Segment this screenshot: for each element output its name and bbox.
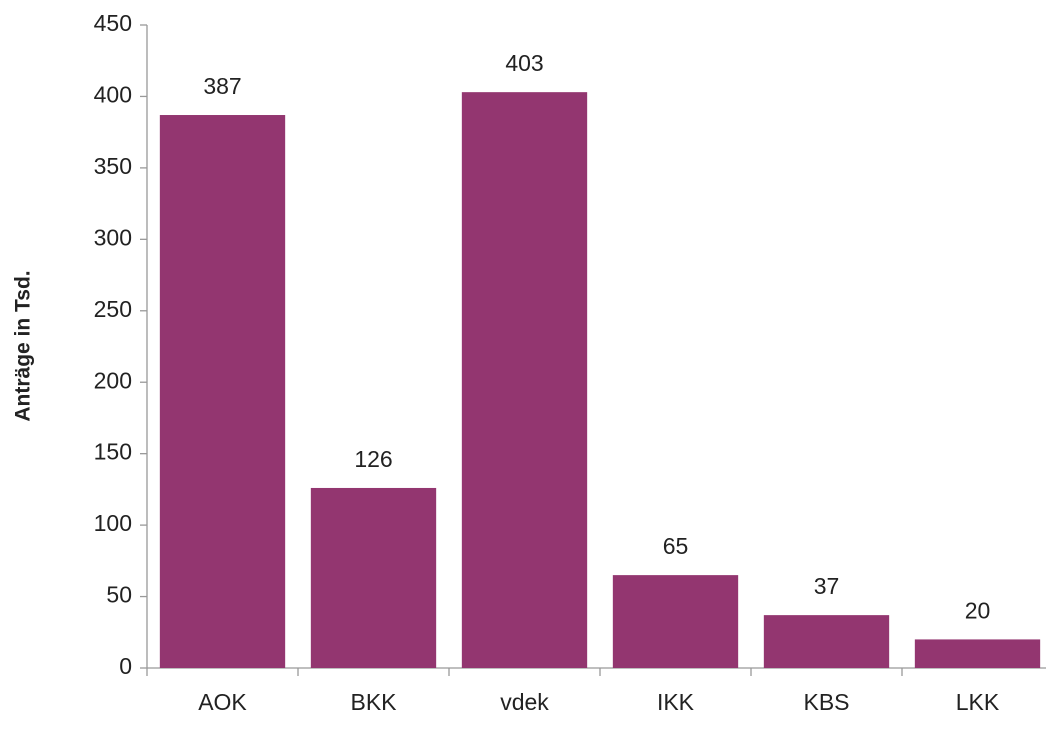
x-tick-label: KBS	[803, 689, 849, 715]
x-tick-label: vdek	[500, 689, 549, 715]
bar	[310, 487, 437, 668]
x-tick-label: IKK	[657, 689, 695, 715]
x-tick-label: BKK	[350, 689, 397, 715]
bar	[612, 575, 739, 668]
y-tick-label: 0	[119, 653, 132, 679]
data-label: 65	[663, 533, 689, 559]
y-tick-label: 200	[94, 367, 132, 393]
y-tick-label: 400	[94, 82, 132, 108]
y-tick-label: 100	[94, 510, 132, 536]
data-label: 387	[203, 73, 241, 99]
data-label: 126	[354, 446, 392, 472]
bar	[159, 115, 286, 668]
y-tick-label: 450	[94, 10, 132, 36]
data-label: 37	[814, 573, 840, 599]
bar	[914, 639, 1041, 668]
data-label: 403	[505, 50, 543, 76]
y-tick-label: 300	[94, 224, 132, 250]
data-label: 20	[965, 598, 991, 624]
bar	[461, 92, 588, 668]
y-tick-label: 150	[94, 439, 132, 465]
x-tick-label: LKK	[956, 689, 1000, 715]
y-tick-label: 350	[94, 153, 132, 179]
x-tick-label: AOK	[198, 689, 247, 715]
y-tick-label: 250	[94, 296, 132, 322]
y-axis-label: Anträge in Tsd.	[12, 270, 35, 421]
y-tick-label: 50	[106, 582, 132, 608]
bar	[763, 615, 890, 668]
